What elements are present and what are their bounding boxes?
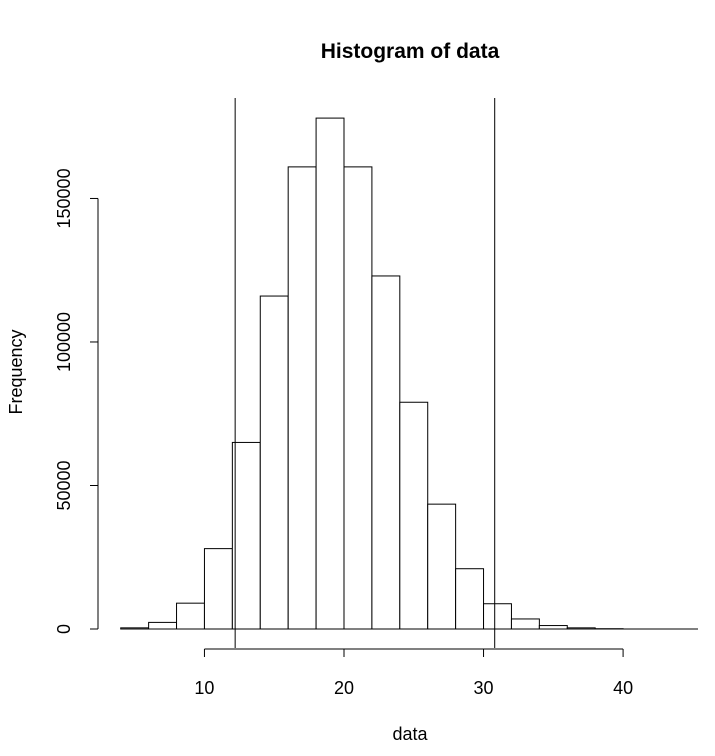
x-axis-label: data: [392, 724, 428, 744]
histogram-bar: [399, 401, 429, 630]
histogram-bar: [287, 166, 317, 630]
histogram-bar: [148, 621, 178, 630]
x-tick-label: 10: [194, 678, 214, 698]
histogram-bar: [343, 166, 373, 630]
y-tick-label: 150000: [54, 168, 74, 228]
y-tick-label: 0: [54, 624, 74, 634]
y-tick-label: 100000: [54, 312, 74, 372]
histogram-bar: [315, 117, 345, 630]
histogram-bar: [176, 602, 205, 630]
x-tick-label: 30: [474, 678, 494, 698]
histogram-bar: [510, 618, 540, 630]
histogram-bar: [455, 568, 485, 630]
y-axis-label: Frequency: [6, 329, 26, 414]
y-axis: 0 50000 100000 150000: [54, 168, 99, 634]
x-axis: 10 20 30 40: [194, 648, 633, 698]
histogram-bars: [120, 117, 698, 630]
chart-title: Histogram of data: [321, 40, 500, 63]
histogram-bar: [203, 548, 233, 630]
histogram-bar: [427, 503, 457, 630]
histogram-bar: [371, 275, 401, 630]
histogram-bar: [538, 625, 568, 630]
x-tick-label: 20: [334, 678, 354, 698]
histogram-bar: [231, 441, 261, 630]
histogram-bar: [483, 603, 512, 630]
histogram-bar: [259, 295, 289, 630]
reference-lines: [234, 98, 496, 648]
y-tick-label: 50000: [54, 460, 74, 510]
x-tick-label: 40: [613, 678, 633, 698]
